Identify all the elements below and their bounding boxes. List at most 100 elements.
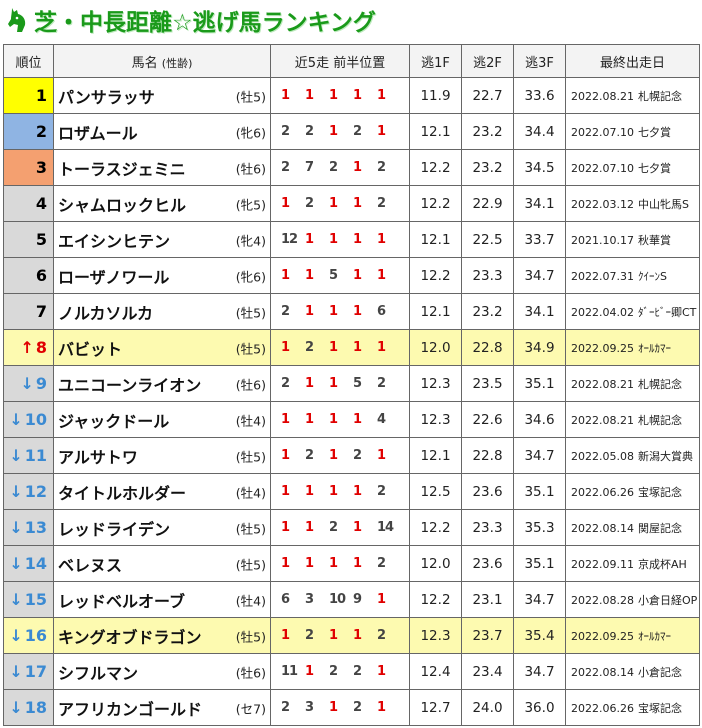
last-race-cell: 2022.08.21 札幌記念: [565, 77, 700, 114]
position-value: 9: [353, 592, 363, 607]
horse-name: タイトルホルダー: [58, 483, 187, 503]
split-f3: 35.3: [513, 509, 566, 546]
position-value: 1: [353, 628, 363, 643]
split-f3: 33.6: [513, 77, 566, 114]
rank-cell: ↑ 8: [3, 329, 54, 366]
rank-cell: ↓ 18: [3, 689, 54, 726]
table-row: ↓ 15 レッドベルオーブ (牡4) 6 3 10 9 1 12.2 23.1 34.7 2022.08…: [3, 581, 700, 618]
horse-name-cell: ユニコーンライオン (牡6): [53, 365, 271, 402]
position-value: 1: [353, 160, 363, 175]
rank-cell: 6: [3, 257, 54, 294]
horse-name: シフルマン: [58, 663, 139, 683]
last-race-date: 2022.09.11: [571, 557, 634, 571]
position-value: 1: [377, 592, 387, 607]
split-f1: 12.2: [409, 581, 462, 618]
sex-age: (牝6): [235, 125, 266, 140]
table-row: ↓ 12 タイトルホルダー (牡4) 1 1 1 1 2 12.5 23.6 35.1 2022.06.…: [3, 473, 700, 510]
table-row: ↓ 9 ユニコーンライオン (牡6) 2 1 1 5 2 12.3 23.5 35.1 2022.08.…: [3, 365, 700, 402]
position-value: 3: [305, 592, 315, 607]
rank-cell: 1: [3, 77, 54, 114]
position-value: 2: [353, 700, 363, 715]
horse-name: レッドライデン: [58, 519, 171, 539]
table-header-row: 順位 馬名 (性齢) 近5走 前半位置 逃1F 逃2F 逃3F 最終出走日: [3, 44, 700, 78]
position-value: 2: [281, 124, 291, 139]
last-race-date: 2022.03.12: [571, 197, 634, 211]
position-value: 1: [281, 268, 291, 283]
position-value: 1: [305, 232, 315, 247]
header-rank: 順位: [3, 44, 54, 78]
split-f3: 35.1: [513, 473, 566, 510]
split-f2: 23.2: [461, 113, 514, 150]
arrow-down-icon: ↓: [9, 590, 23, 609]
positions-cell: 6 3 10 9 1: [270, 581, 410, 618]
arrow-down-icon: ↓: [9, 626, 23, 645]
last-race-cell: 2022.08.21 札幌記念: [565, 365, 700, 402]
position-value: 1: [353, 196, 363, 211]
position-value: 1: [329, 232, 339, 247]
split-f1: 12.1: [409, 293, 462, 330]
split-f2: 23.4: [461, 653, 514, 690]
split-f2: 22.7: [461, 77, 514, 114]
sex-age: (牡5): [235, 89, 266, 104]
sex-age: (牡4): [235, 593, 266, 608]
split-f1: 12.2: [409, 257, 462, 294]
last-race-name: ｵｰﾙｶﾏｰ: [637, 341, 671, 355]
position-value: 2: [305, 340, 315, 355]
position-value: 1: [305, 412, 315, 427]
split-f1: 11.9: [409, 77, 462, 114]
position-value: 2: [377, 376, 387, 391]
title-bar: 芝・中長距離☆逃げ馬ランキング: [0, 0, 702, 40]
table-row: ↓ 18 アフリカンゴールド (セ7) 2 3 1 2 1 12.7 24.0 36.0 2022.06…: [3, 689, 700, 726]
split-f1: 12.1: [409, 437, 462, 474]
position-value: 1: [305, 664, 315, 679]
sex-age: (牡5): [235, 341, 266, 356]
last-race-cell: 2022.08.28 小倉日経OP: [565, 581, 700, 618]
split-f3: 35.1: [513, 545, 566, 582]
last-race-name: 新潟大賞典: [637, 449, 693, 463]
position-value: 1: [353, 556, 363, 571]
position-value: 1: [353, 88, 363, 103]
split-f3: 36.0: [513, 689, 566, 726]
horse-name: ジャックドール: [58, 411, 170, 431]
horse-name-cell: バビット (牡5): [53, 329, 271, 366]
position-value: 1: [281, 412, 291, 427]
position-value: 1: [377, 700, 387, 715]
table-row: 5 エイシンヒテン (牝4) 12 1 1 1 1 12.1 22.5 33.7 2021.10.17…: [3, 221, 700, 258]
position-value: 11: [281, 664, 298, 679]
last-race-date: 2022.05.08: [571, 449, 634, 463]
sex-age: (牡4): [235, 413, 266, 428]
arrow-down-icon: ↓: [9, 662, 23, 681]
horse-name-cell: シフルマン (牡6): [53, 653, 271, 690]
split-f3: 34.5: [513, 149, 566, 186]
last-race-date: 2022.07.10: [571, 161, 634, 175]
position-value: 2: [377, 484, 387, 499]
arrow-down-icon: ↓: [9, 698, 23, 717]
position-value: 1: [329, 412, 339, 427]
split-f1: 12.0: [409, 329, 462, 366]
split-f3: 34.7: [513, 437, 566, 474]
last-race-name: ﾀﾞｰﾋﾞｰ卿CT: [637, 305, 697, 319]
last-race-date: 2022.07.10: [571, 125, 634, 139]
horse-name: トーラスジェミニ: [58, 159, 186, 179]
horse-name-cell: パンサラッサ (牡5): [53, 77, 271, 114]
position-value: 12: [281, 232, 298, 247]
horse-name-cell: レッドライデン (牡5): [53, 509, 271, 546]
rank-cell: ↓ 12: [3, 473, 54, 510]
position-value: 1: [329, 376, 339, 391]
ranking-table: 順位 馬名 (性齢) 近5走 前半位置 逃1F 逃2F 逃3F 最終出走日 1 パ…: [3, 44, 700, 726]
last-race-name: 京成杯AH: [637, 557, 687, 571]
position-value: 1: [305, 520, 315, 535]
rank-cell: 4: [3, 185, 54, 222]
table-row: ↑ 8 バビット (牡5) 1 2 1 1 1 12.0 22.8 34.9 2022.09.25 ｵｰﾙ…: [3, 329, 700, 366]
last-race-name: ｸｲｰﾝS: [637, 269, 667, 283]
positions-cell: 12 1 1 1 1: [270, 221, 410, 258]
horse-name: レッドベルオーブ: [58, 591, 186, 611]
position-value: 1: [353, 304, 363, 319]
position-value: 1: [353, 268, 363, 283]
last-race-name: 小倉日経OP: [637, 593, 698, 607]
position-value: 1: [281, 556, 291, 571]
